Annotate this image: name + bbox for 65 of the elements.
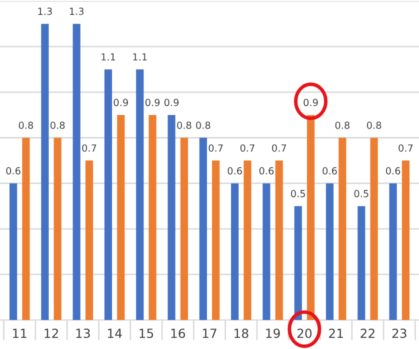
x-tick-label: 21 (329, 328, 343, 338)
data-label: 0.9 (145, 98, 160, 106)
bar (338, 138, 346, 320)
data-label: 0.9 (114, 98, 128, 106)
data-label: 0.8 (50, 122, 65, 129)
bar (212, 160, 220, 320)
data-label: 0.5 (354, 190, 368, 198)
bar (389, 183, 397, 320)
x-tick-label: 12 (44, 328, 58, 338)
bar (358, 206, 366, 320)
bar (54, 138, 62, 320)
data-label: 1.1 (102, 53, 116, 60)
bar (180, 138, 188, 320)
bar (231, 183, 239, 320)
data-label: 0.9 (164, 98, 179, 106)
bar (262, 183, 270, 320)
x-tick-label: 16 (171, 328, 186, 338)
data-label: 0.9 (304, 98, 318, 106)
x-tick-label: 17 (202, 328, 216, 338)
bar (275, 160, 283, 320)
data-label: 0.8 (366, 122, 382, 129)
data-label: 0.6 (386, 167, 400, 174)
data-label: 0.8 (18, 122, 34, 129)
bar (244, 160, 252, 320)
x-tick-label: 19 (266, 328, 280, 338)
bar (85, 160, 94, 320)
bar (9, 183, 18, 320)
bar (168, 114, 176, 320)
x-tick-label: 18 (234, 328, 248, 338)
x-tick-label: 15 (140, 328, 154, 338)
bar (117, 114, 125, 320)
x-tick-label: 20 (297, 328, 312, 338)
data-label: 0.7 (240, 144, 254, 152)
bar (41, 24, 49, 320)
data-label: 0.6 (6, 167, 20, 174)
data-label: 0.8 (196, 122, 210, 129)
data-label: 0.6 (259, 167, 274, 174)
x-tick-label: 11 (13, 328, 26, 338)
data-label: 0.8 (177, 122, 192, 129)
bar (72, 24, 80, 320)
data-label: 0.7 (272, 144, 286, 152)
bar (370, 138, 378, 320)
data-label: 0.7 (398, 144, 413, 152)
data-label: 1.3 (38, 8, 52, 16)
bar (199, 138, 207, 320)
data-label: 0.7 (82, 144, 96, 152)
data-label: 1.1 (133, 53, 147, 60)
bar (148, 114, 156, 320)
data-label: 0.8 (335, 122, 350, 129)
bar (22, 138, 30, 320)
bar (294, 206, 302, 320)
x-tick-label: 23 (392, 328, 406, 338)
data-label: 0.6 (322, 167, 337, 174)
bar (136, 69, 144, 320)
bar (104, 69, 112, 320)
x-tick-label: 14 (108, 328, 122, 338)
data-label: 0.7 (208, 144, 223, 152)
bar (402, 160, 410, 320)
data-label: 1.3 (70, 8, 84, 16)
x-tick-label: 22 (360, 328, 374, 338)
data-label: 0.6 (228, 167, 242, 174)
bar (306, 114, 315, 320)
bar (326, 183, 334, 320)
data-label: 0.5 (291, 190, 305, 198)
x-tick-label: 13 (76, 328, 90, 338)
